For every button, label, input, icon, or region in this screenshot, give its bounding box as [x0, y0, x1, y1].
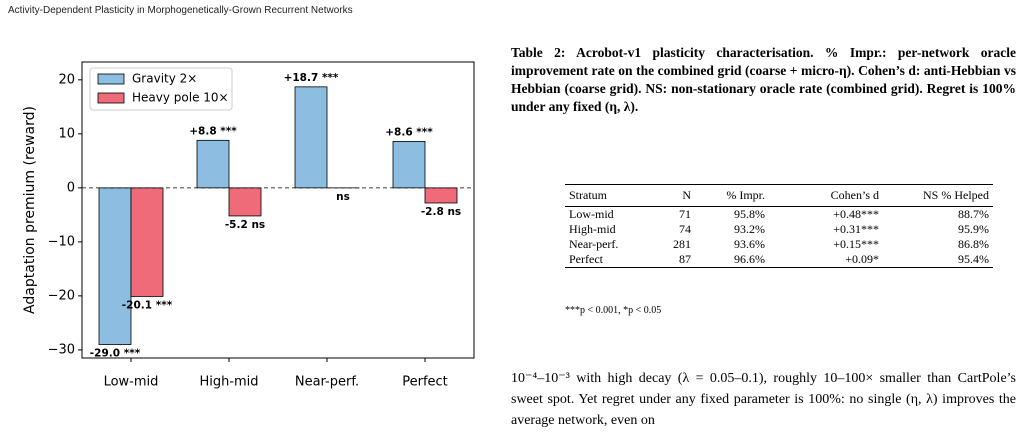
table-row: Near-perf. 281 93.6% +0.15*** 86.8%: [565, 237, 993, 252]
y-tick-label: 10: [58, 126, 75, 141]
table-row: Perfect 87 96.6% +0.09* 95.4%: [565, 252, 993, 268]
table-cell: +0.48***: [833, 207, 879, 221]
legend-box: [89, 67, 233, 111]
table-cell: 88.7%: [958, 207, 989, 221]
table-footnote: ***p < 0.001, *p < 0.05: [565, 305, 662, 316]
table-cell: 87: [679, 252, 691, 266]
value-label: +8.6 ***: [385, 126, 433, 138]
table-cell: 281: [673, 237, 691, 251]
axes-frame: [81, 61, 475, 359]
bar: [424, 187, 458, 204]
y-axis-label: Adaptation premium (reward): [22, 106, 38, 314]
table-cell: Near-perf.: [569, 237, 619, 251]
bar: [392, 141, 426, 189]
table-cell: High-mid: [569, 222, 616, 236]
value-label: +8.8 ***: [189, 125, 237, 137]
value-label: -29.0 ***: [90, 347, 141, 359]
table-row: High-mid 74 93.2% +0.31*** 95.9%: [565, 222, 993, 237]
value-label: -20.1 ***: [122, 299, 173, 311]
table-cell: 74: [679, 222, 691, 236]
table-cell: 95.4%: [958, 252, 989, 266]
table: Stratum N% Impr. Cohen’s d NS % Helped Low-m…: [565, 184, 993, 268]
column-header: Stratum: [565, 184, 643, 207]
y-tick-label: 20: [58, 72, 75, 87]
bar: [196, 139, 230, 189]
column-header: NS % Helped: [883, 184, 993, 207]
x-tick-label: Low-mid: [104, 375, 159, 390]
table-cell: 96.6%: [734, 252, 765, 266]
column-header: Cohen’s d: [769, 184, 883, 207]
table-cell: 71: [679, 207, 691, 221]
bar: [228, 187, 262, 217]
value-label: ns: [336, 191, 350, 203]
bar: [98, 187, 132, 345]
x-tick-label: Near-perf.: [295, 375, 359, 390]
column-header: % Impr.: [695, 184, 769, 207]
bar: [130, 187, 164, 297]
table-cell: 95.9%: [958, 222, 989, 236]
chart: Adaptation premium (reward) −30 −20 −10 0 10…: [22, 61, 475, 390]
table-cell: 95.8%: [734, 207, 765, 221]
table-cell: Low-mid: [569, 207, 614, 221]
table-cell: +0.31***: [833, 222, 879, 236]
table-row: Low-mid 71 95.8% +0.48*** 88.7%: [565, 207, 993, 223]
y-tick-label: −10: [48, 234, 75, 249]
value-label: -5.2 ns: [225, 219, 265, 231]
value-label: -2.8 ns: [421, 206, 461, 218]
bar: [294, 86, 328, 189]
table-cell: 93.6%: [734, 237, 765, 251]
column-header: N: [643, 184, 695, 207]
legend-label: Heavy pole 10×: [132, 91, 229, 105]
y-tick-label: −20: [48, 288, 75, 303]
body-text: 10⁻⁴–10⁻³ with high decay (λ = 0.05–0.1)…: [511, 371, 1016, 428]
legend-swatch: [97, 92, 125, 104]
table-cell: 86.8%: [958, 237, 989, 251]
y-tick-label: 0: [67, 180, 75, 195]
table-caption: Table 2: Acrobot-v1 plasticity character…: [511, 45, 1016, 114]
x-tick-label: High-mid: [199, 375, 258, 390]
value-label: +18.7 ***: [284, 72, 339, 84]
y-tick-label: −30: [48, 342, 75, 357]
table-cell: +0.15***: [833, 237, 879, 251]
table-cell: +0.09*: [845, 252, 879, 266]
running-title: Activity-Dependent Plasticity in Morphog…: [8, 5, 353, 16]
table-cell: 93.2%: [734, 222, 765, 236]
table-cell: Perfect: [569, 252, 603, 266]
legend-swatch: [97, 73, 125, 85]
x-tick-label: Perfect: [402, 375, 448, 390]
legend-label: Gravity 2×: [132, 72, 197, 86]
